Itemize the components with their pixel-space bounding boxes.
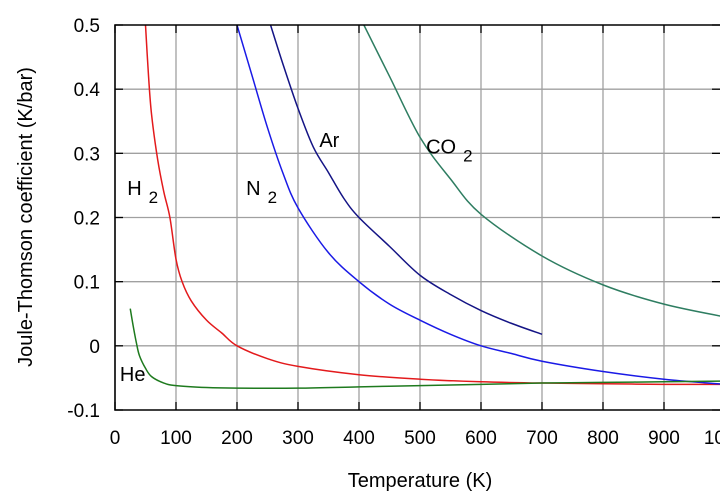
y-tick-label: 0.2 <box>74 209 100 230</box>
series-label-main: He <box>120 364 146 386</box>
y-tick-label: 0.1 <box>74 273 100 294</box>
series-label-main: CO <box>426 136 456 158</box>
y-tick-label: 0.4 <box>74 80 101 101</box>
y-axis-title: Joule-Thomson coefficient (K/bar) <box>15 67 37 367</box>
series-line-co2 <box>363 25 720 317</box>
series-label-main: N <box>246 178 260 200</box>
series-label-co2: CO 2 <box>426 136 472 165</box>
series-line-h2 <box>144 25 720 386</box>
x-tick-label: 0 <box>110 428 121 449</box>
x-tick-label: 800 <box>587 428 619 449</box>
series-line-n2 <box>236 25 720 385</box>
series-label-subscript: 2 <box>463 146 472 165</box>
series-line-ar <box>269 25 543 335</box>
series-label-main: H <box>127 178 141 200</box>
x-tick-label: 200 <box>221 428 253 449</box>
ticks: 0 100 200 300 400 500 600 700 800 900 1000 -0.1 0 0.1… <box>67 16 720 449</box>
series-label-he: He <box>120 364 146 386</box>
x-tick-label: 100 <box>160 428 192 449</box>
y-tick-label: 0 <box>89 337 100 358</box>
x-axis-title: Temperature (K) <box>348 470 493 492</box>
x-tick-label: 300 <box>282 428 314 449</box>
x-tick-label: 500 <box>404 428 436 449</box>
y-tick-label: -0.1 <box>67 401 100 422</box>
series-line-he <box>129 308 720 390</box>
series-label-subscript: 2 <box>149 188 158 207</box>
y-tick-label: 0.3 <box>74 144 100 165</box>
x-tick-label: 600 <box>465 428 497 449</box>
x-tick-label: 400 <box>343 428 375 449</box>
grid <box>115 25 720 410</box>
x-tick-label: 1000 <box>704 428 720 449</box>
x-tick-label: 900 <box>648 428 680 449</box>
series-label-main: Ar <box>319 130 339 152</box>
x-tick-label: 700 <box>526 428 558 449</box>
series-label-ar: Ar <box>319 130 339 152</box>
series-label-subscript: 2 <box>268 188 277 207</box>
y-tick-label: 0.5 <box>74 16 100 37</box>
curves <box>129 25 720 390</box>
series-labels: H 2 N 2Ar CO 2He <box>120 130 473 386</box>
